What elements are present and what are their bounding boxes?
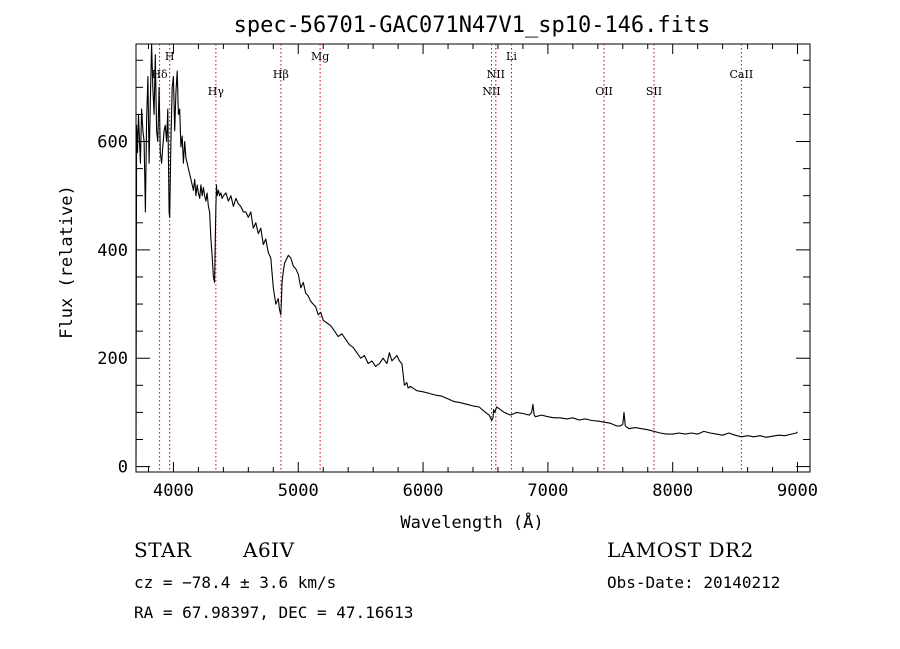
x-tick-label: 6000 (403, 481, 444, 501)
velocity-readout: cz = −78.4 ± 3.6 km/s (134, 573, 337, 592)
spectral-line-label: SII (646, 85, 662, 98)
spectral-class: A6IV (243, 538, 295, 562)
spectral-line-label: NII (482, 85, 500, 98)
x-tick-label: 5000 (278, 481, 319, 501)
plot-frame (135, 43, 811, 473)
spectral-line-label: OII (595, 85, 613, 98)
object-type: STAR (134, 538, 192, 562)
spectral-line-label: Hβ (273, 68, 289, 81)
y-axis-label: Flux (relative) (57, 185, 77, 339)
spectral-line-label: Hδ (151, 68, 168, 81)
x-tick-label: 4000 (153, 481, 194, 501)
axis-ticks: 4000 5000 6000 7000 8000 9000 0 200 400 600 (97, 44, 818, 501)
spectrum-layer (135, 43, 798, 467)
spectral-line-label: Hγ (208, 85, 225, 98)
spectral-line-label: H (165, 50, 175, 63)
y-tick-label: 0 (118, 458, 128, 478)
x-tick-label: 9000 (777, 481, 818, 501)
spectral-line-label: NII (487, 68, 505, 81)
y-tick-label: 200 (97, 349, 128, 369)
spectral-line-label: Li (506, 50, 517, 63)
survey-name: LAMOST DR2 (607, 538, 754, 562)
obs-date: Obs-Date: 20140212 (607, 573, 781, 592)
spectral-line-label: Mg (311, 50, 329, 63)
chart-title: spec-56701-GAC071N47V1_sp10-146.fits (234, 13, 711, 38)
x-tick-label: 8000 (652, 481, 693, 501)
y-tick-label: 400 (97, 241, 128, 261)
spectrum-line (135, 43, 798, 467)
spectral-line-label: CaII (730, 68, 754, 81)
x-axis-label: Wavelength (Å) (400, 511, 543, 533)
coordinates: RA = 67.98397, DEC = 47.16613 (134, 603, 414, 622)
x-tick-label: 7000 (527, 481, 568, 501)
y-tick-label: 600 (97, 133, 128, 153)
